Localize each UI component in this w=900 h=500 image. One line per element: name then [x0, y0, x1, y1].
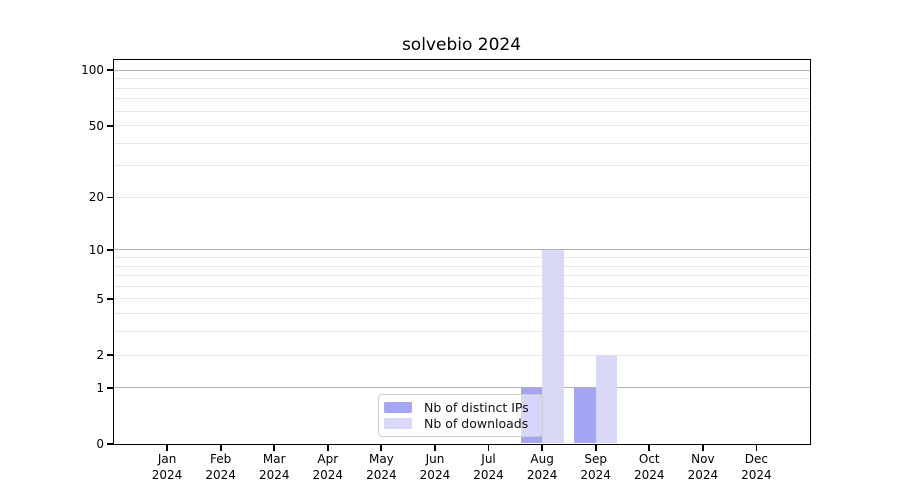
legend-item-distinct-ips: Nb of distinct IPs — [384, 399, 536, 415]
x-tick — [166, 445, 168, 451]
x-tick-month: Jul — [481, 452, 496, 466]
x-tick-label: Aug 2024 — [515, 451, 569, 483]
y-tick-label: 5 — [96, 291, 104, 306]
x-tick-year: 2024 — [580, 468, 611, 482]
x-tick-label: Oct 2024 — [622, 451, 676, 483]
y-tick-label: 20 — [88, 190, 104, 205]
x-tick-year: 2024 — [526, 468, 558, 482]
x-tick — [273, 445, 276, 451]
y-gridline-minor — [113, 87, 810, 89]
x-tick-year: 2024 — [741, 468, 772, 482]
y-gridline-minor — [113, 125, 810, 127]
x-tick — [755, 445, 758, 451]
legend-swatch-downloads — [384, 417, 412, 429]
y-gridline-minor — [113, 265, 810, 267]
y-gridline-minor — [113, 298, 810, 300]
y-tick-label: 1 — [96, 380, 104, 395]
x-tick — [541, 445, 543, 451]
x-tick-month: Nov — [691, 452, 715, 466]
legend: Nb of distinct IPs Nb of downloads — [378, 394, 543, 437]
x-tick-month: Sep — [584, 452, 607, 466]
x-tick-year: 2024 — [258, 468, 290, 482]
y-gridline-minor — [113, 78, 810, 80]
y-gridline-minor — [113, 285, 810, 287]
legend-item-downloads: Nb of downloads — [384, 415, 536, 431]
x-tick-label: Jan 2024 — [140, 451, 194, 483]
y-gridline-major — [113, 387, 810, 389]
y-gridline-minor — [113, 98, 810, 100]
legend-label-downloads: Nb of downloads — [424, 415, 529, 431]
y-tick — [107, 248, 113, 251]
y-tick-label: 2 — [96, 348, 104, 363]
x-tick — [648, 445, 651, 451]
x-tick-year: 2024 — [419, 468, 451, 482]
x-tick-month: Apr — [317, 452, 339, 466]
x-tick-label: Jun 2024 — [408, 451, 462, 483]
x-tick-month: Dec — [744, 452, 769, 466]
x-tick-label: Apr 2024 — [301, 451, 355, 483]
y-tick — [107, 196, 113, 199]
legend-swatch-distinct-ips — [384, 401, 412, 413]
x-tick-year: 2024 — [205, 468, 236, 482]
x-tick — [380, 445, 383, 451]
x-tick — [219, 445, 222, 451]
y-gridline-major — [113, 249, 810, 251]
y-gridline-minor — [113, 354, 810, 356]
x-tick-year: 2024 — [151, 468, 183, 482]
y-gridline-minor — [113, 275, 810, 277]
y-gridline-minor — [113, 313, 810, 315]
y-gridline-minor — [113, 142, 810, 144]
y-gridline-major — [113, 69, 810, 71]
x-tick-year: 2024 — [366, 468, 397, 482]
x-tick — [434, 445, 436, 451]
y-tick — [107, 124, 113, 127]
y-tick — [107, 354, 113, 356]
y-gridline-minor — [113, 196, 810, 198]
x-tick-month: Oct — [638, 452, 660, 466]
y-tick-label: 50 — [88, 118, 104, 133]
y-tick-label: 10 — [88, 242, 104, 257]
y-gridline-minor — [113, 331, 810, 333]
bar-distinct-ips-sep — [574, 387, 596, 444]
y-tick — [107, 386, 113, 389]
x-tick-label: Mar 2024 — [247, 451, 301, 483]
x-tick-month: Mar — [262, 452, 286, 466]
x-tick-month: Jan — [157, 452, 177, 466]
x-tick — [487, 445, 490, 451]
x-tick-year: 2024 — [633, 468, 665, 482]
x-tick-label: Feb 2024 — [194, 451, 248, 483]
y-tick — [107, 443, 113, 445]
bar-downloads-aug — [542, 249, 564, 444]
x-tick — [701, 445, 704, 451]
y-tick — [107, 69, 113, 72]
x-tick-year: 2024 — [687, 468, 719, 482]
x-tick-label: May 2024 — [354, 451, 408, 483]
y-tick-label: 0 — [96, 437, 104, 451]
y-gridline-minor — [113, 257, 810, 259]
y-gridline-minor — [113, 165, 810, 167]
x-tick-year: 2024 — [312, 468, 344, 482]
bar-downloads-sep — [595, 355, 618, 444]
legend-label-distinct-ips: Nb of distinct IPs — [424, 399, 529, 415]
x-tick-month: May — [368, 452, 394, 466]
x-tick-month: Aug — [530, 452, 554, 466]
x-tick-month: Feb — [210, 452, 232, 466]
x-tick — [326, 445, 329, 451]
x-tick-label: Sep 2024 — [569, 451, 623, 483]
x-tick-label: Nov 2024 — [676, 451, 730, 483]
x-tick — [594, 445, 597, 451]
y-gridline-minor — [113, 110, 810, 112]
y-tick-label: 100 — [81, 63, 104, 78]
chart-title: solvebio 2024 — [401, 35, 522, 55]
x-tick-label: Jul 2024 — [462, 451, 516, 483]
x-tick-year: 2024 — [473, 468, 504, 482]
x-tick-label: Dec 2024 — [729, 451, 783, 483]
x-tick-month: Jun — [425, 452, 445, 466]
y-tick — [107, 298, 113, 300]
